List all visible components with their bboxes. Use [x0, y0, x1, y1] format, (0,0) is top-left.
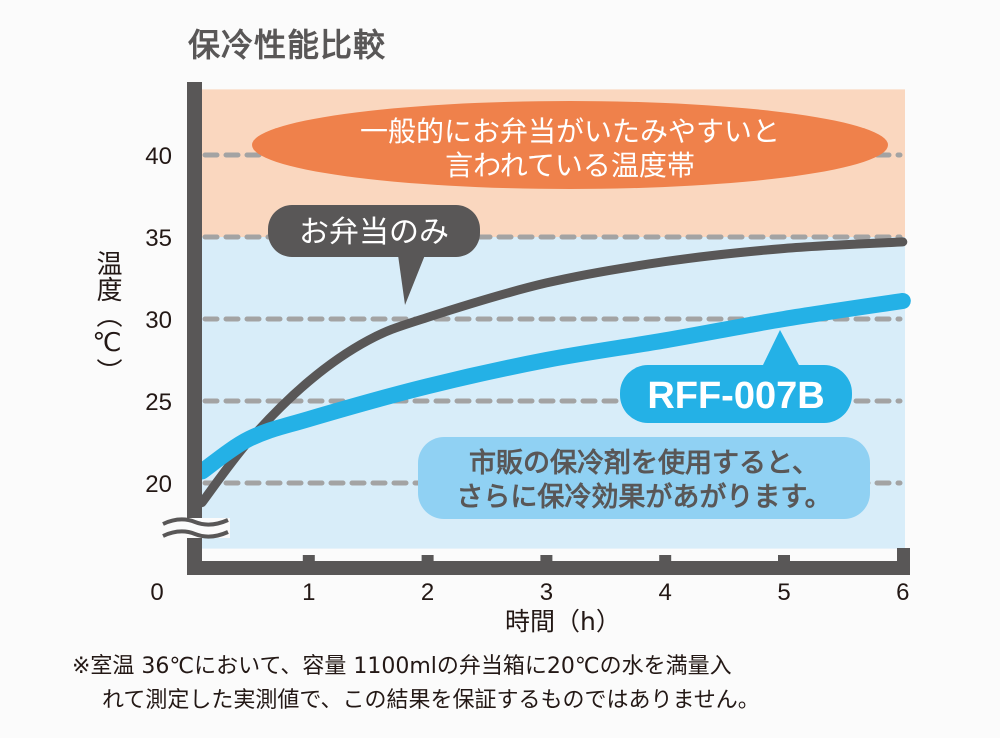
x-axis-line [187, 561, 910, 575]
x-axis-label: 時間（h） [505, 607, 621, 636]
legend-callout-rff-007b [620, 365, 852, 423]
x-tick-label: 3 [540, 579, 553, 606]
band-label-text: 一般的にお弁当がいたみやすいと [360, 115, 780, 148]
x-tick-mark [540, 555, 553, 563]
x-tick-mark [421, 555, 434, 563]
y-tick-label: 30 [145, 307, 172, 334]
axis-break-mark [162, 529, 229, 539]
annotation-text: 市販の保冷剤を使用すると、 [469, 447, 819, 479]
y-axis-line [187, 82, 202, 575]
callout-pointer [762, 330, 800, 367]
y-tick-label: 25 [145, 389, 172, 416]
x-tick-mark [659, 555, 672, 563]
footnote: ※室温 36℃において、容量 1100mlの弁当箱に20℃の水を満量入 れて測定… [72, 650, 760, 718]
callout-pointer [398, 255, 425, 305]
y-tick-label: 20 [145, 471, 172, 498]
footnote-line: ※室温 36℃において、容量 1100mlの弁当箱に20℃の水を満量入 [72, 654, 732, 679]
series-line-rff-007b [193, 292, 911, 480]
band-label-bubble [252, 101, 888, 189]
series-line-bento-only [197, 237, 908, 508]
annotation-text: さらに保冷効果があがります。 [456, 481, 831, 513]
chart-title: 保冷性能比較 [188, 26, 387, 64]
y-tick-label: 35 [145, 225, 172, 252]
annotation-box [418, 437, 870, 519]
x-tick-label: 5 [777, 579, 790, 606]
axis-break-mark [162, 517, 229, 527]
x-tick-mark [778, 555, 790, 563]
x-axis-end [897, 548, 910, 568]
x-tick-label: 0 [150, 579, 163, 606]
y-axis-label: 温度（℃） [92, 250, 122, 384]
x-tick-label: 4 [659, 579, 672, 606]
x-tick-label: 2 [421, 579, 434, 606]
x-tick-label: 1 [302, 579, 315, 606]
legend-callout-bento-only [268, 205, 480, 257]
footnote-line: れて測定した実測値で、この結果を保証するものではありません。 [102, 688, 760, 713]
band-label-text: 言われている温度帯 [445, 149, 695, 182]
x-tick-mark [302, 555, 315, 563]
y-tick-label: 40 [145, 143, 172, 170]
legend-label-bento-only: お弁当のみ [299, 215, 449, 250]
x-tick-label: 6 [896, 579, 909, 606]
legend-label-rff-007b: RFF-007B [647, 375, 824, 417]
